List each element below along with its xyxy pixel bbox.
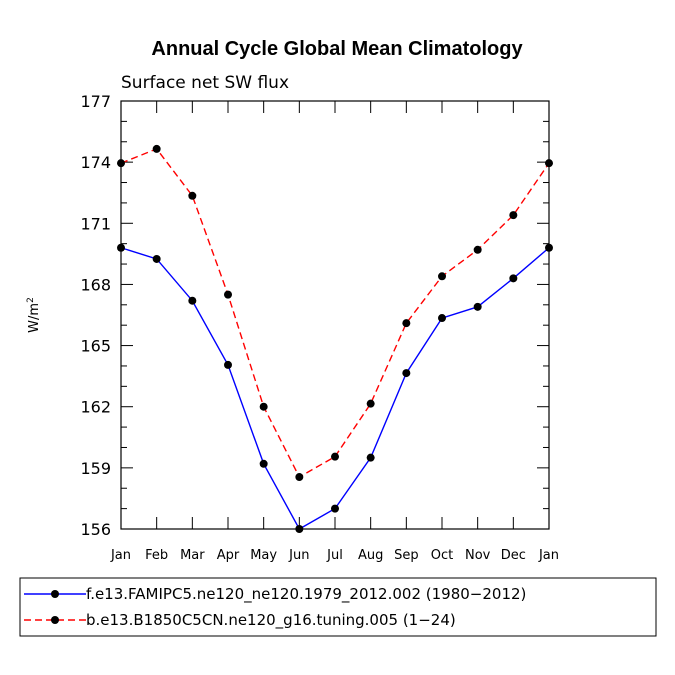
series-1-point [473,302,482,311]
series-1-point [402,369,411,378]
series-1-point [438,314,446,323]
series-1-point [188,296,197,305]
x-tick-label: Jul [326,548,343,563]
x-tick-label: Mar [180,548,205,563]
series-1-point [259,459,268,468]
y-tick-label: 159 [80,459,111,478]
legend-marker-1 [51,590,59,598]
legend-label-1: f.e13.FAMIPC5.ne120_ne120.1979_2012.002 … [86,585,526,604]
series-2-point [402,319,411,328]
series-line-1 [120,247,550,530]
x-tick-labels: Jan Feb Mar Apr May Jun Jul Aug Sep Oct Nov Dec Jan [110,548,559,563]
y-tick-label: 162 [80,398,111,417]
x-tick-label: Apr [217,548,240,563]
series-2-point [295,473,304,482]
y-tick-label: 165 [80,337,111,356]
y-tick-label: 171 [80,214,111,233]
series-2-point [188,191,197,200]
x-tick-label: Nov [465,548,491,563]
y-tick-labels: 156 159 162 165 168 171 174 177 [80,92,111,539]
y-tick-label: 156 [80,520,111,539]
series-1-point [152,254,161,263]
series-1-point [509,274,518,283]
series-2-point [509,211,518,220]
series-2-point [331,452,339,461]
series-2-point [224,290,232,299]
axis-ticks [120,100,550,530]
x-tick-label: Jun [288,548,309,563]
y-axis-label: W/m2 [26,297,42,333]
series-1-point [331,504,339,513]
legend-marker-2 [51,616,59,624]
x-tick-label: Aug [358,548,383,563]
chart-title: Annual Cycle Global Mean Climatology [151,38,523,60]
y-tick-label: 168 [80,275,111,294]
x-tick-label: May [250,548,277,563]
chart-subtitle: Surface net SW flux [121,73,289,93]
x-tick-label: Dec [501,548,526,563]
series-2-point [438,272,446,281]
legend-box [19,577,657,637]
x-tick-label: Sep [394,548,419,563]
series-1-point [366,453,375,462]
y-tick-label: 177 [80,92,111,111]
series-line-2 [120,148,550,479]
series-1-point [224,360,232,369]
series-2-point [366,399,375,408]
x-tick-label: Jan [110,548,131,563]
plot-frame [120,100,550,530]
series-2-point [473,245,482,254]
series-2-point [259,402,268,411]
series-lines [117,144,553,533]
x-tick-label: Feb [145,548,168,563]
x-tick-label: Oct [431,548,453,563]
legend-label-2: b.e13.B1850C5CN.ne120_g16.tuning.005 (1−… [86,611,456,630]
series-2-point [152,144,161,153]
y-tick-label: 174 [80,153,111,172]
legend: f.e13.FAMIPC5.ne120_ne120.1979_2012.002 … [19,577,657,637]
x-tick-label: Jan [538,548,559,563]
